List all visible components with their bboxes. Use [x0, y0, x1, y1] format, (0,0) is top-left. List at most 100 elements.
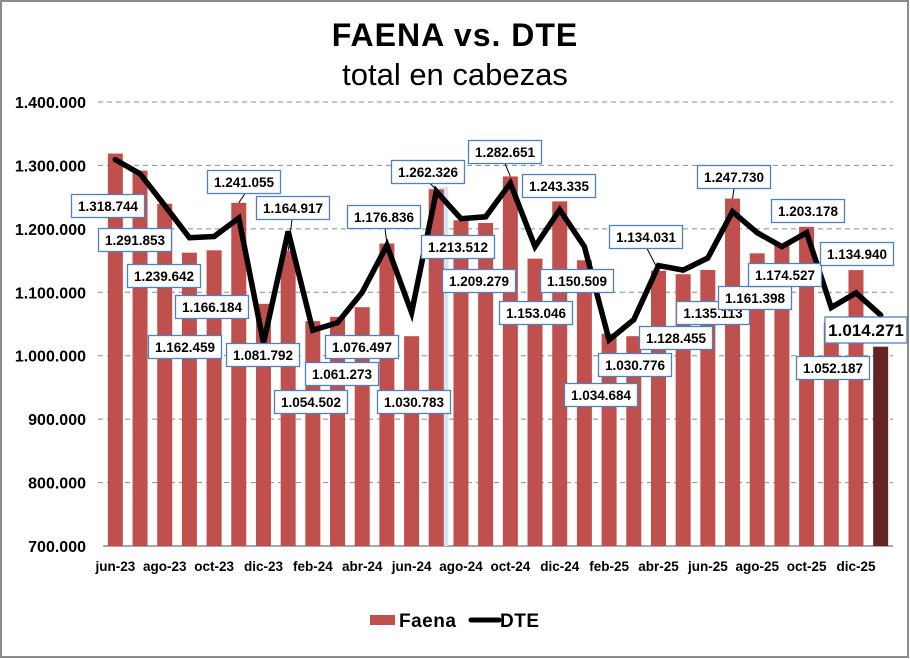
y-tick-label: 1.100.000	[15, 285, 86, 302]
faena-bar	[799, 226, 815, 547]
data-label: 1.081.792	[225, 342, 301, 368]
data-label-box	[521, 173, 597, 199]
data-label-text: 1.030.776	[605, 358, 666, 373]
data-label-box	[420, 234, 496, 260]
faena-bar	[428, 189, 444, 546]
data-label-box	[147, 334, 223, 360]
faena-bar	[725, 198, 741, 546]
data-label: 1.061.273	[304, 361, 380, 387]
data-label-text: 1.239.642	[134, 269, 194, 284]
y-tick-label: 1.400.000	[15, 95, 86, 112]
x-tick-label: ago-23	[143, 559, 187, 574]
faena-bar	[502, 176, 518, 546]
data-label: 1.153.046	[498, 300, 574, 326]
data-label-text: 1.164.917	[263, 201, 323, 216]
data-label-text: 1.150.509	[547, 274, 607, 289]
faena-bar	[404, 336, 420, 546]
data-label-text: 1.161.398	[725, 291, 786, 306]
data-label-text: 1.203.178	[778, 204, 839, 219]
x-tick-label: feb-24	[293, 559, 333, 574]
label-leader-line	[504, 163, 511, 177]
data-label-text: 1.030.783	[384, 395, 445, 410]
data-label-text: 1.134.940	[827, 247, 887, 262]
data-label: 1.176.836	[346, 204, 422, 230]
x-tick-label: oct-23	[194, 559, 234, 574]
data-label: 1.030.783	[376, 389, 452, 415]
data-label-box	[747, 262, 823, 288]
x-tick-label: oct-24	[490, 559, 530, 574]
data-label-box	[770, 198, 846, 224]
faena-bar	[848, 270, 864, 546]
data-label-box	[824, 316, 908, 344]
faena-bar	[157, 203, 173, 547]
data-label: 1.161.398	[717, 285, 793, 311]
data-label-box	[225, 342, 301, 368]
data-label-text: 1.247.730	[704, 170, 764, 185]
data-label-text: 1.176.836	[354, 210, 415, 225]
faena-bar	[774, 245, 790, 547]
data-label-text: 1.081.792	[233, 348, 293, 363]
data-labels: 1.318.744 1.291.853 1.239.642 1.162.459 1.16…	[70, 139, 908, 415]
faena-bar	[453, 220, 469, 546]
x-tick-label: dic-24	[540, 559, 580, 574]
data-label: 1.291.853	[97, 227, 173, 253]
data-label-text: 1.291.853	[105, 233, 166, 248]
data-label-text: 1.052.187	[803, 361, 863, 376]
data-label: 1.052.187	[795, 355, 871, 381]
data-label: 1.054.502	[273, 389, 349, 415]
data-label-box	[97, 227, 173, 253]
data-label-text: 1.061.273	[312, 367, 373, 382]
data-label-text: 1.262.326	[398, 165, 459, 180]
dte-line-series	[112, 156, 884, 345]
data-label: 1.150.509	[539, 268, 615, 294]
data-label-box	[255, 195, 331, 221]
dte-line	[112, 156, 884, 345]
data-label-box	[563, 382, 639, 408]
data-label-box	[324, 334, 400, 360]
x-tick-label: abr-24	[342, 559, 383, 574]
data-label-text: 1.054.502	[281, 395, 341, 410]
x-tick-label: dic-25	[836, 559, 876, 574]
data-label-box	[539, 268, 615, 294]
data-label-text: 1.209.279	[449, 274, 509, 289]
legend: Faena DTE	[370, 611, 539, 632]
data-label-box	[467, 139, 543, 165]
data-label-box	[638, 325, 714, 351]
x-tick-label: jun-23	[94, 559, 135, 574]
data-label-box	[696, 164, 772, 190]
x-tick-label: jun-24	[391, 559, 432, 574]
data-label-box	[206, 169, 282, 195]
faena-bar	[650, 270, 666, 546]
data-label-box	[608, 224, 684, 250]
faena-bar	[231, 202, 247, 547]
data-label: 1.164.917	[255, 195, 331, 221]
faena-bar	[305, 321, 321, 546]
data-label-box	[70, 193, 146, 219]
data-label: 1.213.512	[420, 234, 496, 260]
data-label-box	[346, 204, 422, 230]
faena-bar	[206, 250, 222, 546]
data-label-box	[441, 268, 517, 294]
data-label-box	[304, 361, 380, 387]
data-label: 1.030.776	[597, 352, 673, 378]
data-label-box	[390, 159, 466, 185]
data-label: 1.162.459	[147, 334, 223, 360]
x-tick-label: jun-25	[687, 559, 728, 574]
y-tick-label: 700.000	[28, 539, 86, 556]
data-label: 1.239.642	[126, 263, 202, 289]
faena-bar	[181, 252, 197, 546]
label-leader-line	[238, 193, 246, 204]
data-label: 1.203.178	[770, 198, 846, 224]
label-leader-line	[732, 188, 735, 199]
data-label-box	[273, 389, 349, 415]
faena-bar	[527, 258, 543, 546]
data-label-text: 1.153.046	[506, 306, 567, 321]
x-tick-label: dic-23	[244, 559, 284, 574]
data-label: 1.076.497	[324, 334, 400, 360]
data-label-text: 1.128.455	[646, 331, 707, 346]
y-tick-label: 1.300.000	[15, 158, 86, 175]
chart-subtitle: total en cabezas	[342, 57, 568, 92]
x-tick-label: ago-24	[439, 559, 483, 574]
axis-labels: 700.000 800.000 900.000 1.000.000 1.100.000 1…	[15, 95, 876, 574]
